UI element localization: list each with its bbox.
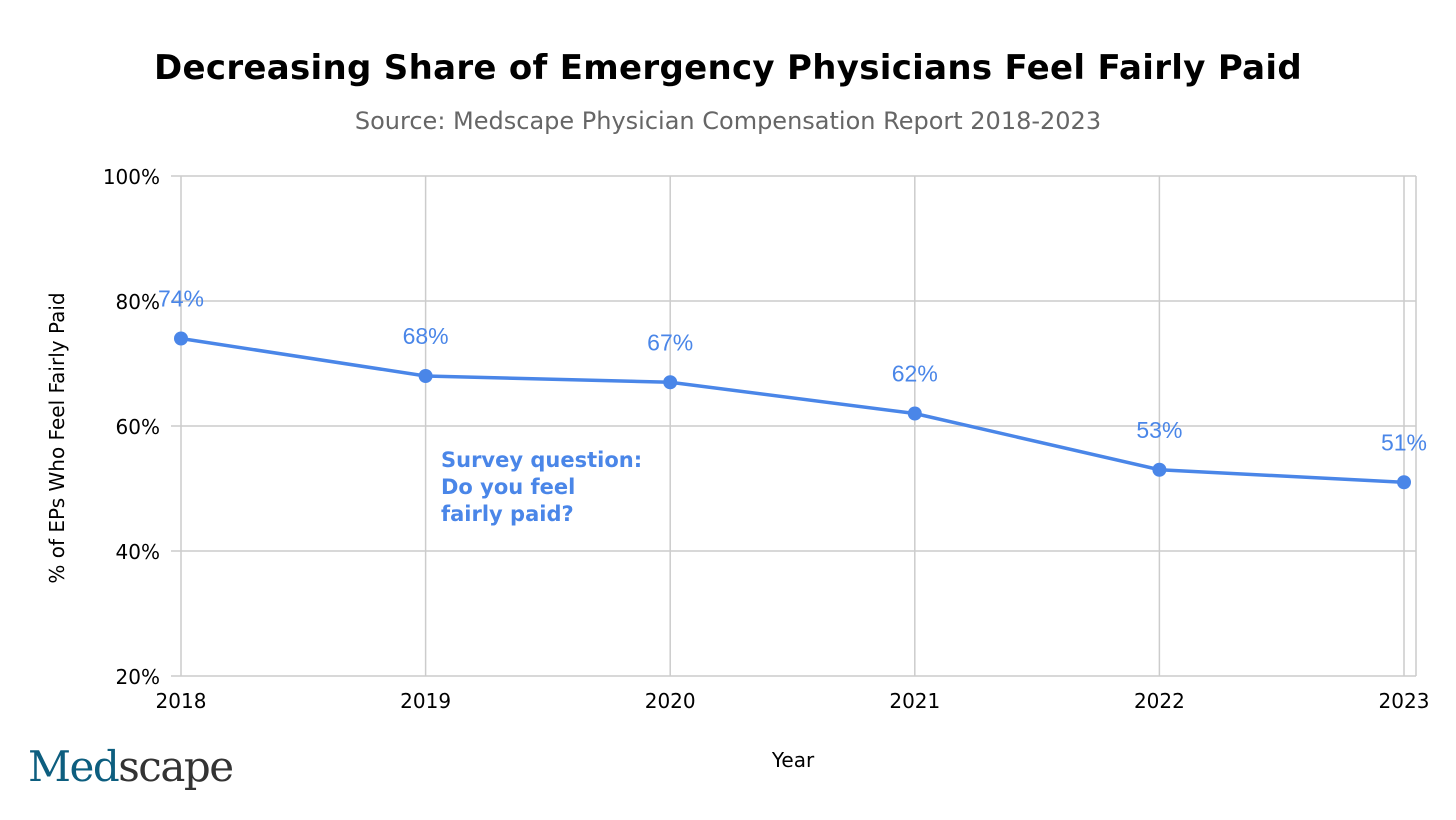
medscape-logo: Medscape xyxy=(28,746,234,788)
data-label: 74% xyxy=(158,286,204,312)
data-label: 67% xyxy=(647,329,693,355)
chart-subtitle: Source: Medscape Physician Compensation … xyxy=(354,107,1102,135)
data-point xyxy=(418,369,433,383)
x-tick-label: 2021 xyxy=(889,689,940,713)
annotation-line: fairly paid? xyxy=(441,502,574,526)
annotation-line: Do you feel xyxy=(441,475,575,499)
y-tick-label: 100% xyxy=(103,165,160,189)
logo-part-scape: scape xyxy=(118,742,234,791)
y-axis-title: % of EPs Who Feel Fairly Paid xyxy=(45,292,69,583)
x-tick-label: 2018 xyxy=(156,689,207,713)
x-tick-label: 2020 xyxy=(645,689,696,713)
logo-part-med: Med xyxy=(28,742,120,791)
annotation-line: Survey question: xyxy=(441,448,642,472)
y-tick-label: 20% xyxy=(116,665,160,689)
y-tick-label: 40% xyxy=(116,540,160,564)
data-label: 68% xyxy=(403,323,449,349)
data-label: 62% xyxy=(892,361,938,387)
data-label: 53% xyxy=(1136,417,1182,443)
series-line xyxy=(180,336,1405,484)
chart-title: Decreasing Share of Emergency Physicians… xyxy=(154,48,1302,88)
data-point xyxy=(663,375,678,390)
x-tick-label: 2019 xyxy=(400,689,451,713)
data-label: 51% xyxy=(1381,429,1427,455)
x-axis-title: Year xyxy=(771,748,815,772)
y-tick-label: 80% xyxy=(116,290,160,314)
x-tick-label: 2023 xyxy=(1379,689,1430,713)
x-tick-label: 2022 xyxy=(1134,689,1185,713)
data-point xyxy=(1152,462,1167,477)
data-point xyxy=(174,331,188,346)
data-point xyxy=(1397,475,1411,490)
data-point xyxy=(907,406,922,421)
y-tick-label: 60% xyxy=(116,415,160,439)
